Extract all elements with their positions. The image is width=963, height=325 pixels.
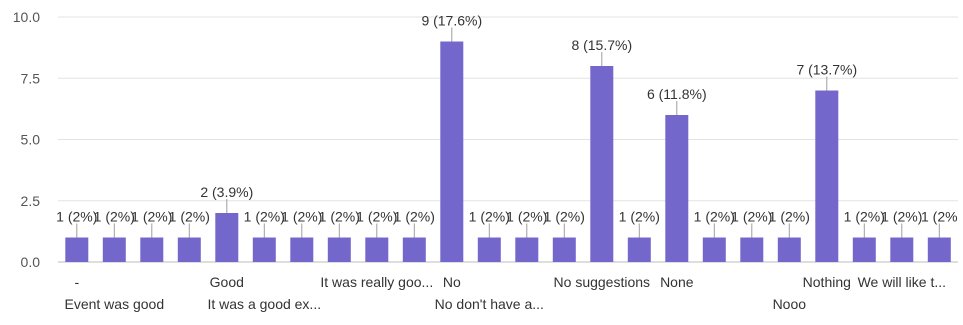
data-label: 6 (11.8%) <box>647 86 707 102</box>
bar <box>852 237 876 262</box>
data-label: 7 (13.7%) <box>796 62 857 78</box>
data-label: 1 (2%) <box>544 209 585 225</box>
data-label: 8 (15.7%) <box>571 37 632 53</box>
data-label: 1 (2%) <box>469 209 510 225</box>
bar <box>815 90 839 262</box>
x-tick-label: - <box>74 274 79 290</box>
data-label: 1 (2%) <box>881 209 922 225</box>
bar <box>890 237 914 262</box>
bar <box>927 237 951 262</box>
bar <box>702 237 726 262</box>
data-label: 1 (2%) <box>731 209 772 225</box>
data-label: 1 (2%) <box>844 209 885 225</box>
bar <box>552 237 576 262</box>
data-labels: 1 (2%)1 (2%)1 (2%)1 (2%)2 (3.9%)1 (2%)1 … <box>56 13 957 225</box>
data-label: 1 (2%) <box>56 209 97 225</box>
data-label: 1 (2%) <box>281 209 322 225</box>
x-tick-label: Nothing <box>803 274 851 290</box>
x-tick-label: It was a good ex... <box>207 296 321 312</box>
x-tick-label: No <box>443 274 461 290</box>
bar <box>515 237 539 262</box>
bar <box>140 237 164 262</box>
y-tick-label: 10.0 <box>13 9 40 25</box>
y-axis: 0.0 2.5 5.0 7.5 10.0 <box>13 9 40 270</box>
bar <box>327 237 351 262</box>
data-label: 1 (2%) <box>244 209 285 225</box>
x-axis: - Event was good Good It was a good ex... It… <box>64 274 946 312</box>
data-label: 1 (2%) <box>769 209 810 225</box>
bars <box>65 27 951 262</box>
bar <box>177 237 201 262</box>
bar <box>627 237 651 262</box>
bar <box>65 237 89 262</box>
x-tick-label: None <box>660 274 694 290</box>
x-tick-label: No don't have a... <box>435 296 544 312</box>
x-tick-label: Good <box>210 274 244 290</box>
bar <box>252 237 276 262</box>
bar <box>590 66 614 262</box>
bar <box>290 237 314 262</box>
data-label: 1 (2%) <box>94 209 135 225</box>
data-label: 1 (2%) <box>619 209 660 225</box>
y-tick-label: 0.0 <box>21 254 41 270</box>
data-label: 1 (2%) <box>319 209 360 225</box>
data-label: 9 (17.6%) <box>421 13 482 29</box>
x-tick-label: It was really goo... <box>320 274 433 290</box>
gridlines <box>58 16 958 263</box>
data-label: 2 (3.9%) <box>200 184 253 200</box>
data-label: 1 (2%) <box>169 209 210 225</box>
y-tick-label: 5.0 <box>21 132 41 148</box>
x-tick-label: No suggestions <box>554 274 651 290</box>
bar <box>402 237 426 262</box>
x-tick-label: We will like t... <box>858 274 946 290</box>
bar <box>740 237 764 262</box>
data-label: 1 (2%) <box>131 209 172 225</box>
y-tick-label: 2.5 <box>21 193 41 209</box>
bar <box>777 237 801 262</box>
bar <box>365 237 389 262</box>
y-tick-label: 7.5 <box>21 70 41 86</box>
data-label: 1 (2%) <box>394 209 435 225</box>
bar <box>440 41 464 262</box>
data-label: 1 (2%) <box>694 209 735 225</box>
bar <box>477 237 501 262</box>
x-tick-label: Nooo <box>773 296 807 312</box>
data-label: 1 (2% <box>921 209 958 225</box>
x-tick-label: Event was good <box>64 296 164 312</box>
data-label: 1 (2%) <box>356 209 397 225</box>
bar <box>665 115 689 262</box>
bar <box>102 237 126 262</box>
bar <box>215 213 239 262</box>
data-label: 1 (2%) <box>506 209 547 225</box>
